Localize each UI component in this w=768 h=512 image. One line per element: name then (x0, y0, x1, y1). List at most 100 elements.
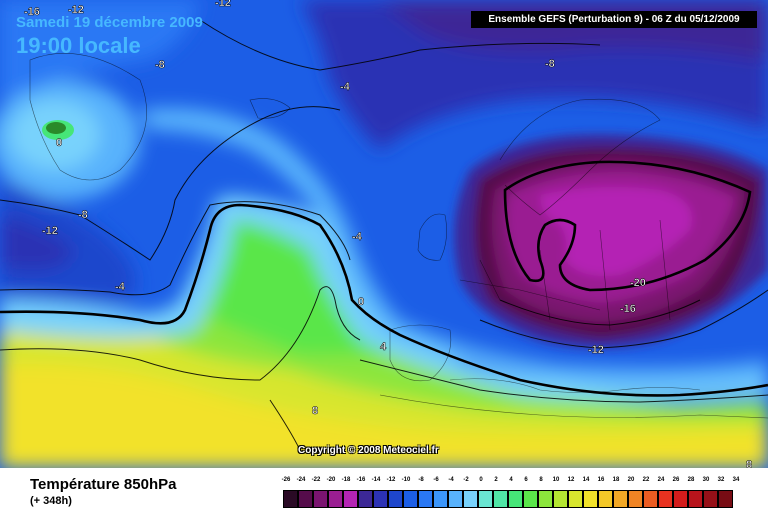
field-atlantic-light (140, 108, 768, 384)
legend-tick-label: 14 (582, 477, 590, 483)
isotherm-8b (269, 399, 301, 451)
greenland-cold-spot-inner (46, 122, 66, 134)
legend-swatch (598, 490, 613, 508)
legend-tick-label: 10 (552, 477, 560, 483)
legend-swatch (523, 490, 538, 508)
legend-tick-label: 28 (687, 477, 695, 483)
legend-tick-label: -16 (356, 477, 366, 483)
contour-label: -20 (630, 277, 646, 289)
legend-tick-label: 20 (627, 477, 635, 483)
isotherm-minus16 (499, 299, 701, 326)
legend-ticks: -26 -24 -22 -20 -18 -16 -14 -12 -10 -8 -6 -4 -2 0 2 4 6 8… (279, 477, 749, 487)
legend-swatch (463, 490, 478, 508)
legend-swatch (673, 490, 688, 508)
contour-label: -4 (352, 231, 363, 243)
coastline-greenland (29, 53, 147, 181)
legend-tick-label: -8 (418, 477, 424, 483)
legend-tick-label: -6 (433, 477, 439, 483)
contour-label: -4 (340, 81, 351, 93)
legend-swatch (643, 490, 658, 508)
isotherm-minus8 (0, 106, 341, 261)
copyright-notice: Copyright © 2008 Meteociel.fr (298, 445, 439, 456)
legend-tick-label: -14 (371, 477, 381, 483)
field-yellow-green (0, 330, 768, 435)
legend-swatch (433, 490, 448, 508)
legend-tick-label: 4 (509, 477, 513, 483)
isotherm-minus4 (0, 201, 351, 296)
model-run-banner: Ensemble GEFS (Perturbation 9) - 06 Z du… (471, 11, 757, 28)
legend-tick-label: -2 (463, 477, 469, 483)
legend-tick-label: 6 (524, 477, 528, 483)
legend-swatch (538, 490, 553, 508)
legend-tick-label: 0 (479, 477, 483, 483)
contour-label: -12 (42, 225, 58, 237)
contour-label: 4 (380, 341, 387, 353)
field-labrador-darker (0, 215, 72, 270)
field-core-4 (540, 186, 692, 276)
legend-tick-label: 16 (597, 477, 605, 483)
coastline-scandinavia (499, 98, 661, 216)
legend-swatch (553, 490, 568, 508)
legend-tick-label: -4 (448, 477, 454, 483)
legend-tick-label: 24 (657, 477, 665, 483)
contour-label: -8 (155, 59, 165, 71)
field-labrador-dark (0, 180, 136, 300)
contour-label: 8 (312, 405, 318, 417)
legend-swatch (403, 490, 418, 508)
legend-swatch (313, 490, 328, 508)
contour-label: 8 (746, 459, 752, 468)
contour-label: -12 (68, 4, 84, 16)
coastline-iceland (249, 98, 291, 119)
contour-labels: -16 -12 -12 -8 -4 -8 0 -8 -12 -4 -4 0 4 -20 -16 -12 8 8 (24, 0, 753, 468)
legend-swatch (688, 490, 703, 508)
legend-swatch (373, 490, 388, 508)
lead-time: (+ 348h) (30, 495, 72, 507)
coastline-mediterranean (449, 378, 701, 393)
legend-swatch (418, 490, 433, 508)
coastline-europe-grid (459, 219, 671, 331)
legend-tick-label: 30 (702, 477, 710, 483)
legend-tick-label: 22 (642, 477, 650, 483)
isotherm-8 (0, 286, 361, 381)
temperature-map: -16 -12 -12 -8 -4 -8 0 -8 -12 -4 -4 0 4 -20 -16 -12 8 8 (0, 0, 768, 468)
legend-tick-label: -24 (296, 477, 306, 483)
contour-label: -8 (78, 209, 88, 221)
contour-label: -4 (115, 281, 126, 293)
isotherm-minus12 (479, 289, 768, 349)
legend-swatch (628, 490, 643, 508)
legend-tick-label: 34 (732, 477, 740, 483)
legend-swatch (388, 490, 403, 508)
legend-swatch (613, 490, 628, 508)
legend-swatch (703, 490, 718, 508)
field-nw-dark (0, 0, 200, 100)
legend-tick-label: 32 (717, 477, 725, 483)
forecast-date: Samedi 19 décembre 2009 (16, 14, 203, 31)
variable-title: Température 850hPa (30, 476, 177, 493)
contour-label: -16 (620, 303, 636, 315)
legend-swatch (298, 490, 313, 508)
contour-label: -12 (588, 344, 604, 356)
legend-swatch (478, 490, 493, 508)
legend-tick-label: -12 (386, 477, 396, 483)
isotherm-4 (359, 359, 768, 403)
coastline-iberia (389, 324, 452, 382)
contour-label: -12 (215, 0, 231, 9)
legend-swatch (493, 490, 508, 508)
coastline-africa (379, 394, 768, 419)
legend-swatch (283, 490, 298, 508)
legend-tick-label: -22 (311, 477, 321, 483)
legend-tick-label: 18 (612, 477, 620, 483)
legend-swatch (328, 490, 343, 508)
legend-tick-label: 26 (672, 477, 680, 483)
legend-tick-label: -10 (401, 477, 411, 483)
legend-swatch (343, 490, 358, 508)
legend-bar (283, 490, 733, 508)
contour-label: 0 (56, 137, 62, 149)
legend-swatch (568, 490, 583, 508)
contour-label: 0 (358, 296, 364, 308)
legend-tick-label: -20 (326, 477, 336, 483)
legend-swatch (358, 490, 373, 508)
legend-swatch (448, 490, 463, 508)
isotherm-zero (0, 203, 768, 397)
